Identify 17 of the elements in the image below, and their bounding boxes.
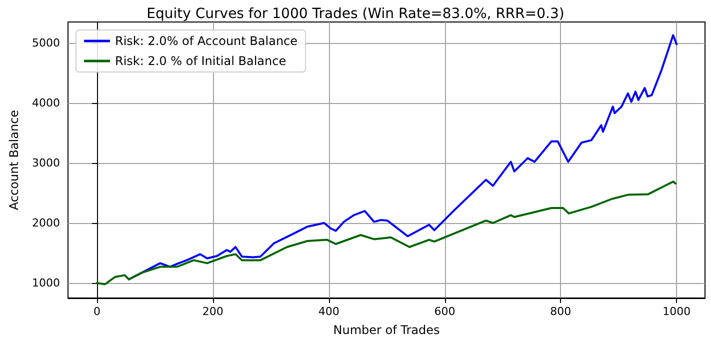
y-axis-title: Account Balance [7,110,21,210]
y-tick-label: 4000 [32,96,60,110]
x-tick-label: 200 [202,305,224,318]
x-tick-label: 1000 [662,305,691,318]
x-tick-label: 600 [434,305,456,318]
legend-label: Risk: 2.0% of Account Balance [115,34,298,48]
x-tick-label: 800 [550,305,572,318]
chart-title: Equity Curves for 1000 Trades (Win Rate=83.0%, RRR=0.3) [146,6,564,22]
y-tick-label: 1000 [32,276,60,290]
x-tick-label: 400 [318,305,340,318]
line-series [96,180,676,286]
y-tick-label: 5000 [32,36,60,50]
x-tick-label: 0 [93,305,100,318]
y-tick-label: 2000 [32,216,60,230]
legend-label: Risk: 2.0 % of Initial Balance [115,54,286,68]
y-tick-label: 3000 [32,156,60,170]
x-axis-title: Number of Trades [333,323,440,337]
